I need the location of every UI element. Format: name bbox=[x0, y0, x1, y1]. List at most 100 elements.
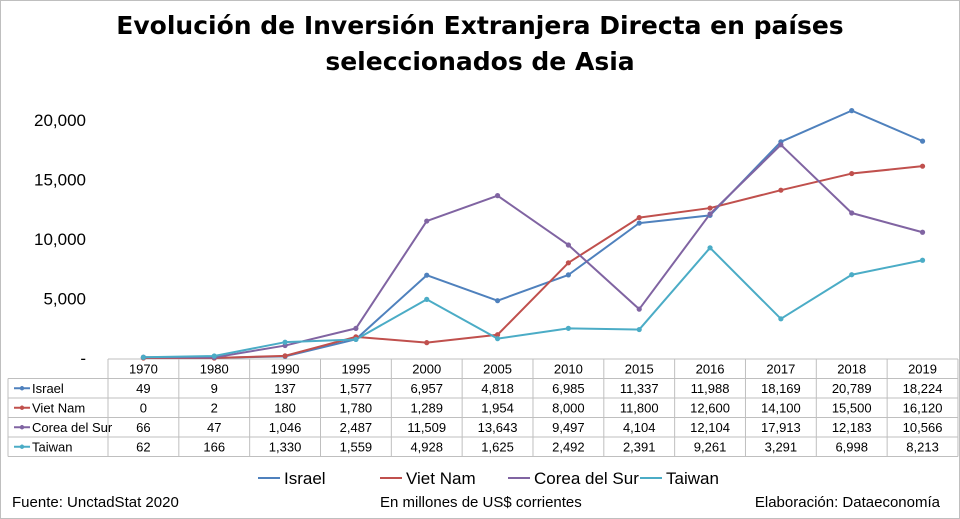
table-data-cell: 1,625 bbox=[481, 440, 514, 455]
x-category-label: 2010 bbox=[554, 362, 583, 377]
data-point bbox=[424, 296, 430, 302]
table-data-cell: 166 bbox=[203, 440, 225, 455]
table-data-cell: 17,913 bbox=[761, 420, 801, 435]
table-data-cell: 13,643 bbox=[478, 420, 518, 435]
data-point bbox=[282, 339, 288, 345]
data-point bbox=[778, 187, 784, 193]
table-data-cell: 137 bbox=[274, 381, 296, 396]
table-data-cell: 2,492 bbox=[552, 440, 585, 455]
table-data-cell: 6,985 bbox=[552, 381, 585, 396]
data-point bbox=[849, 272, 855, 278]
table-data-cell: 8,213 bbox=[906, 440, 939, 455]
table-data-cell: 9 bbox=[211, 381, 218, 396]
data-point bbox=[140, 354, 147, 360]
y-tick-label: 15,000 bbox=[34, 171, 86, 190]
table-data-cell: 0 bbox=[140, 401, 147, 416]
table-legend-marker bbox=[19, 444, 25, 449]
data-point bbox=[636, 306, 642, 312]
table-data-cell: 2,487 bbox=[340, 420, 373, 435]
data-point bbox=[565, 325, 571, 331]
data-point bbox=[494, 336, 501, 342]
data-point bbox=[919, 138, 926, 144]
table-data-cell: 15,500 bbox=[832, 401, 872, 416]
legend-label: Taiwan bbox=[666, 469, 719, 488]
table-data-cell: 62 bbox=[136, 440, 150, 455]
table-data-cell: 1,289 bbox=[410, 401, 443, 416]
data-point bbox=[707, 245, 713, 251]
table-data-cell: 6,957 bbox=[410, 381, 443, 396]
table-data-cell: 8,000 bbox=[552, 401, 585, 416]
table-data-cell: 4,104 bbox=[623, 420, 656, 435]
x-category-label: 2000 bbox=[412, 362, 441, 377]
data-point bbox=[494, 193, 501, 199]
legend-label: Israel bbox=[284, 469, 326, 488]
table-data-cell: 12,183 bbox=[832, 420, 872, 435]
table-data-cell: 11,337 bbox=[620, 381, 659, 396]
x-category-label: 2017 bbox=[766, 362, 795, 377]
x-category-label: 2019 bbox=[908, 362, 937, 377]
table-data-cell: 6,998 bbox=[835, 440, 868, 455]
x-category-label: 2018 bbox=[837, 362, 866, 377]
data-point bbox=[424, 218, 430, 224]
data-point bbox=[353, 325, 359, 332]
data-point bbox=[565, 272, 571, 278]
table-data-cell: 9,497 bbox=[552, 420, 585, 435]
data-point bbox=[494, 332, 501, 338]
data-point bbox=[849, 210, 855, 216]
table-data-cell: 16,120 bbox=[903, 401, 943, 416]
data-point bbox=[849, 170, 855, 177]
data-point bbox=[424, 340, 430, 346]
series-line bbox=[143, 165, 923, 359]
series-line bbox=[143, 143, 923, 359]
data-point bbox=[707, 205, 713, 211]
y-tick-label: 5,000 bbox=[43, 290, 86, 309]
table-data-cell: 18,169 bbox=[761, 381, 801, 396]
data-point bbox=[919, 229, 926, 235]
x-category-label: 2015 bbox=[625, 362, 654, 377]
data-point bbox=[494, 298, 501, 304]
data-point bbox=[919, 163, 926, 169]
x-category-label: 1995 bbox=[341, 362, 370, 377]
table-legend-marker bbox=[19, 405, 25, 410]
table-data-cell: 49 bbox=[136, 381, 150, 396]
data-point bbox=[282, 353, 288, 359]
table-data-cell: 20,789 bbox=[832, 381, 872, 396]
series-line bbox=[143, 109, 923, 359]
y-tick-label: - bbox=[80, 349, 86, 368]
table-data-cell: 9,261 bbox=[694, 440, 727, 455]
data-point bbox=[778, 142, 784, 148]
x-category-label: 2016 bbox=[696, 362, 725, 377]
y-tick-label: 20,000 bbox=[34, 111, 86, 130]
table-series-name: Corea del Sur bbox=[32, 420, 113, 435]
data-point bbox=[849, 108, 855, 114]
table-data-cell: 11,988 bbox=[691, 381, 730, 396]
table-series-name: Israel bbox=[32, 381, 64, 396]
data-point bbox=[707, 211, 713, 217]
data-point bbox=[636, 220, 642, 226]
data-point bbox=[565, 260, 571, 266]
table-series-name: Taiwan bbox=[32, 440, 72, 455]
table-data-cell: 4,928 bbox=[410, 440, 443, 455]
units-note: En millones de US$ corrientes bbox=[380, 494, 582, 511]
table-data-cell: 18,224 bbox=[903, 381, 943, 396]
table-data-cell: 11,509 bbox=[407, 420, 446, 435]
x-category-label: 1980 bbox=[200, 362, 229, 377]
legend-label: Viet Nam bbox=[406, 469, 476, 488]
table-legend-marker bbox=[19, 386, 25, 391]
chart-title-line1: Evolución de Inversión Extranjera Direct… bbox=[116, 11, 844, 40]
table-data-cell: 2,391 bbox=[623, 440, 656, 455]
data-point bbox=[424, 272, 430, 278]
legend-label: Corea del Sur bbox=[534, 469, 639, 488]
table-data-cell: 11,800 bbox=[620, 401, 659, 416]
table-data-cell: 12,104 bbox=[690, 420, 730, 435]
source-note: Fuente: UnctadStat 2020 bbox=[12, 494, 179, 511]
table-data-cell: 66 bbox=[136, 420, 150, 435]
data-point bbox=[636, 326, 642, 333]
table-data-cell: 10,566 bbox=[903, 420, 943, 435]
x-category-label: 1970 bbox=[129, 362, 158, 377]
table-data-cell: 12,600 bbox=[690, 401, 730, 416]
table-data-cell: 47 bbox=[207, 420, 221, 435]
credit-note: Elaboración: Dataeconomía bbox=[754, 494, 940, 511]
data-point bbox=[919, 257, 926, 263]
